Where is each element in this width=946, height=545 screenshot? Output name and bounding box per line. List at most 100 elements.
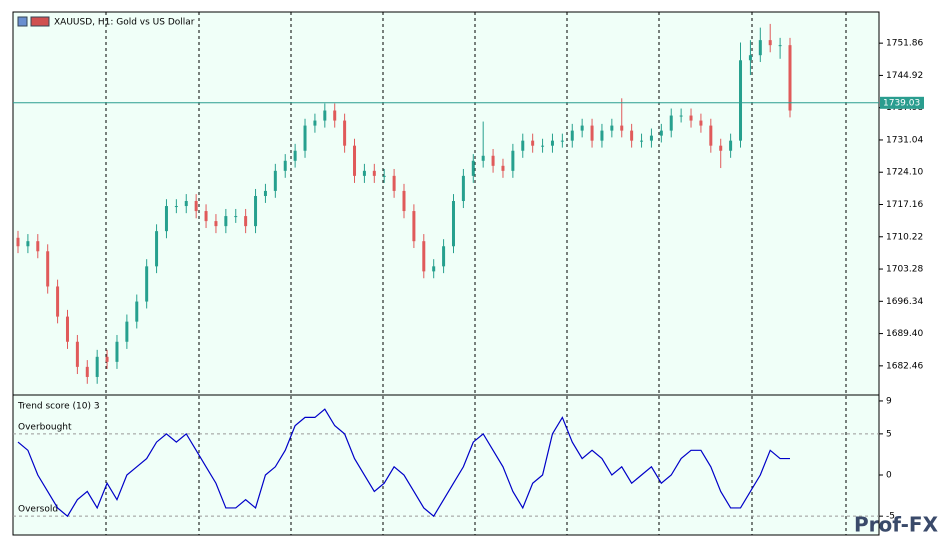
candle-body bbox=[570, 130, 574, 141]
candle-body bbox=[778, 45, 782, 47]
candle-body bbox=[511, 150, 515, 171]
candle-body bbox=[105, 356, 109, 362]
y-tick-label: 1751.86 bbox=[886, 39, 923, 49]
plot-background bbox=[12, 11, 880, 536]
candle-body bbox=[550, 140, 554, 146]
candle-body bbox=[254, 195, 258, 227]
candle-body bbox=[471, 160, 475, 176]
candle-body bbox=[75, 341, 79, 367]
indicator-title: Trend score (10) 3 bbox=[17, 402, 100, 412]
candle-body bbox=[125, 321, 129, 342]
candle-body bbox=[531, 140, 535, 146]
candle-body bbox=[303, 125, 307, 151]
candle-body bbox=[560, 140, 564, 142]
candle-body bbox=[659, 130, 663, 136]
candle-body bbox=[491, 155, 495, 166]
candle-body bbox=[36, 241, 40, 252]
current-price-box bbox=[880, 96, 924, 109]
candle-body bbox=[521, 140, 525, 151]
candle-body bbox=[46, 251, 50, 287]
level-label: Oversold bbox=[18, 505, 58, 515]
candle-body bbox=[224, 216, 228, 227]
candle-body bbox=[26, 241, 30, 247]
candle-body bbox=[372, 170, 376, 176]
candle-body bbox=[194, 201, 198, 212]
y-tick-label: 9 bbox=[886, 396, 892, 406]
candle-body bbox=[748, 55, 752, 61]
candle-body bbox=[283, 160, 287, 171]
y-tick-label: 1689.40 bbox=[886, 329, 923, 339]
candle-body bbox=[65, 316, 69, 342]
candle-body bbox=[85, 366, 89, 377]
icon bbox=[30, 16, 50, 27]
candle-body bbox=[699, 120, 703, 126]
candle-body bbox=[442, 246, 446, 267]
y-tick-label: 1724.10 bbox=[886, 168, 923, 178]
candle-body bbox=[402, 190, 406, 212]
current-price-label: 1739.03 bbox=[883, 98, 920, 108]
candle-body bbox=[184, 201, 188, 207]
candle-body bbox=[343, 120, 347, 146]
y-tick-label: 1682.46 bbox=[886, 361, 923, 371]
candle-body bbox=[263, 190, 267, 196]
candle-body bbox=[273, 170, 277, 191]
indicator-line bbox=[17, 408, 790, 518]
candle-body bbox=[412, 211, 416, 242]
candle-body bbox=[501, 165, 505, 171]
candle-body bbox=[739, 60, 743, 141]
candle-body bbox=[600, 130, 604, 141]
candle-body bbox=[679, 115, 683, 117]
y-tick-label: -5 bbox=[886, 512, 895, 522]
candle-body bbox=[630, 130, 634, 141]
candle-body bbox=[610, 125, 614, 131]
candle-body bbox=[293, 150, 297, 161]
candle-body bbox=[174, 206, 178, 208]
y-tick-label: 1696.34 bbox=[886, 297, 923, 307]
candle-body bbox=[768, 40, 772, 46]
y-tick-label: 1744.92 bbox=[886, 71, 923, 81]
candle-body bbox=[541, 145, 545, 147]
candle-body bbox=[323, 110, 327, 121]
candle-body bbox=[432, 266, 436, 272]
candle-body bbox=[164, 206, 168, 232]
y-tick-label: 1703.28 bbox=[886, 265, 923, 275]
candle-body bbox=[620, 125, 624, 131]
candle-body bbox=[353, 145, 357, 176]
y-tick-label: 1717.16 bbox=[886, 200, 923, 210]
candle-body bbox=[758, 40, 762, 56]
candle-body bbox=[422, 241, 426, 272]
candle-body bbox=[382, 175, 386, 177]
icon bbox=[17, 16, 28, 27]
candle-body bbox=[313, 120, 317, 126]
candle-body bbox=[16, 237, 20, 247]
candle-body bbox=[145, 266, 149, 302]
candle-body bbox=[580, 125, 584, 131]
candle-body bbox=[155, 231, 159, 267]
candle-body bbox=[640, 140, 644, 142]
y-tick-label: 0 bbox=[886, 471, 892, 481]
candle-body bbox=[204, 211, 208, 222]
candle-body bbox=[590, 125, 594, 141]
candle-body bbox=[362, 170, 366, 176]
candle-body bbox=[709, 125, 713, 146]
candle-body bbox=[95, 356, 99, 377]
candle-body bbox=[135, 301, 139, 322]
y-tick-label: 5 bbox=[886, 429, 892, 439]
candle-body bbox=[461, 175, 465, 202]
candle-body bbox=[56, 286, 60, 317]
candle-body bbox=[333, 110, 337, 121]
watermark: Prof-FX bbox=[854, 513, 939, 537]
candle-body bbox=[689, 115, 693, 121]
candle-body bbox=[244, 216, 248, 227]
candle-body bbox=[234, 216, 238, 218]
chart-title: XAUUSD, H1: Gold vs US Dollar bbox=[54, 18, 195, 28]
candle-body bbox=[214, 221, 218, 227]
candle-body bbox=[481, 155, 485, 161]
candle-body bbox=[719, 145, 723, 151]
y-tick-label: 1731.04 bbox=[886, 135, 923, 145]
candle-body bbox=[649, 135, 653, 141]
candle-body bbox=[451, 201, 455, 247]
y-tick-label: 1710.22 bbox=[886, 232, 923, 242]
candle-body bbox=[669, 115, 673, 131]
